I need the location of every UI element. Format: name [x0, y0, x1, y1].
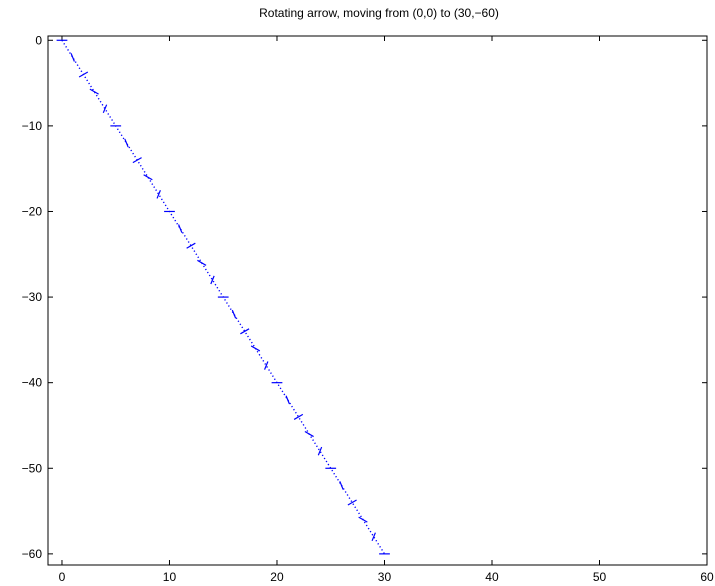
x-tick-label: 20	[270, 570, 284, 584]
x-tick-label: 50	[593, 570, 607, 584]
rotating-arrow-29	[371, 532, 376, 542]
arrow-layer	[56, 39, 390, 555]
rotating-arrow-23	[304, 430, 314, 438]
rotating-arrow-21	[285, 395, 290, 405]
y-tick-label: −20	[22, 204, 43, 218]
chart-title: Rotating arrow, moving from (0,0) to (30…	[259, 6, 499, 20]
rotating-arrow-12	[186, 242, 196, 249]
x-tick-label: 60	[700, 570, 714, 584]
rotating-arrow-1	[70, 53, 75, 62]
rotating-arrow-22	[293, 413, 304, 420]
rotating-arrow-9	[156, 190, 161, 199]
y-tick-label: −30	[22, 290, 43, 304]
rotating-arrow-6	[124, 138, 129, 148]
rotating-arrow-24	[317, 446, 323, 456]
x-tick-label: 0	[59, 570, 66, 584]
rotating-arrow-2	[78, 71, 89, 78]
rotating-arrow-13	[197, 259, 207, 266]
y-tick-label: 0	[35, 33, 42, 47]
y-tick-label: −10	[22, 119, 43, 133]
rotating-arrow-19	[264, 361, 269, 370]
x-tick-label: 40	[485, 570, 499, 584]
plot-area	[47, 35, 708, 566]
rotating-arrow-14	[210, 275, 215, 285]
y-tick-label: −60	[22, 547, 43, 561]
rotating-arrow-16	[231, 309, 237, 319]
axis-ticks: 0 10 20 30 40 50 60 0 −10 −20 −30 −40 −50 −60	[22, 33, 714, 584]
rotating-arrow-7	[132, 157, 142, 164]
rotating-arrow-26	[339, 481, 344, 490]
y-tick-label: −40	[22, 376, 43, 390]
x-tick-label: 10	[163, 570, 177, 584]
rotating-arrow-27	[347, 499, 357, 506]
rotating-arrow-3	[89, 88, 99, 95]
y-tick-label: −50	[22, 461, 43, 475]
rotating-arrow-11	[178, 224, 183, 233]
rotating-arrow-18	[250, 345, 261, 352]
rotating-arrow-28	[358, 516, 368, 523]
rotating-arrow-4	[102, 104, 108, 114]
rotating-arrow-8	[143, 174, 153, 181]
x-tick-label: 30	[378, 570, 392, 584]
rotating-arrow-17	[240, 328, 250, 335]
